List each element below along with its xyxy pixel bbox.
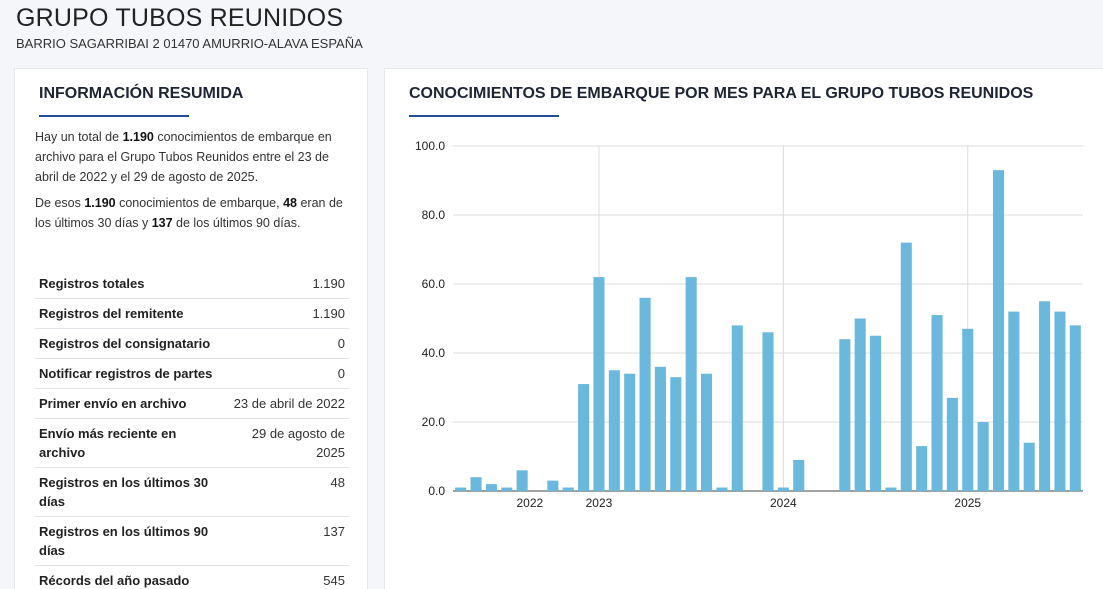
bar	[977, 422, 989, 491]
bar	[670, 377, 682, 491]
chart-title-underline	[409, 115, 559, 117]
x-tick-label: 2025	[954, 496, 981, 510]
summary-row-label: Envío más reciente en archivo	[35, 418, 225, 468]
bar	[839, 339, 851, 491]
chart-title: CONOCIMIENTOS DE EMBARQUE POR MES PARA E…	[409, 85, 1034, 102]
p2-text-a: De esos	[35, 196, 85, 210]
summary-row: Envío más reciente en archivo 29 de agost…	[35, 418, 349, 468]
p2-text-d: de los últimos 90 días.	[172, 216, 301, 230]
y-tick-label: 20.0	[422, 415, 446, 429]
y-tick-label: 100.0	[415, 139, 445, 153]
chart-card: CONOCIMIENTOS DE EMBARQUE POR MES PARA E…	[384, 68, 1103, 589]
bar	[470, 477, 482, 491]
summary-row-value: 0	[225, 328, 349, 359]
bar	[516, 470, 528, 491]
summary-row: Registros en los últimos 30 días 48	[35, 467, 349, 517]
bar	[992, 170, 1005, 491]
summary-row-value: 29 de agosto de 2025	[225, 418, 349, 468]
summary-title: INFORMACIÓN RESUMIDA	[39, 85, 244, 102]
bar	[485, 484, 497, 491]
bar	[1039, 301, 1051, 491]
summary-row-label: Registros totales	[35, 269, 225, 299]
bar	[455, 487, 467, 491]
summary-row: Notificar registros de partes 0	[35, 358, 349, 389]
x-tick-label: 2022	[516, 496, 543, 510]
summary-row-value: 137	[225, 516, 349, 566]
y-tick-label: 80.0	[422, 208, 446, 222]
p2-last-30: 48	[283, 196, 297, 210]
summary-paragraph-1: Hay un total de 1.190 conocimientos de e…	[35, 127, 355, 187]
summary-row-label: Primer envío en archivo	[35, 388, 225, 419]
summary-title-underline	[39, 115, 189, 117]
bar	[931, 315, 943, 491]
summary-row: Registros del remitente 1.190	[35, 298, 349, 329]
bar	[793, 459, 805, 491]
x-tick-label: 2024	[770, 496, 797, 510]
bar	[916, 446, 928, 491]
bar	[547, 480, 559, 491]
bar	[762, 332, 774, 491]
summary-paragraph-2: De esos 1.190 conocimientos de embarque,…	[35, 193, 355, 233]
summary-row: Registros en los últimos 90 días 137	[35, 516, 349, 566]
bar	[562, 487, 574, 491]
bar	[501, 487, 513, 491]
bar	[685, 277, 697, 491]
p1-total: 1.190	[122, 130, 154, 144]
summary-row-value: 1.190	[225, 298, 349, 329]
p2-total: 1.190	[84, 196, 116, 210]
summary-card: INFORMACIÓN RESUMIDA Hay un total de 1.1…	[14, 68, 368, 589]
bar	[777, 487, 789, 491]
bar	[1008, 311, 1020, 491]
summary-row-value: 48	[225, 467, 349, 517]
summary-row-label: Notificar registros de partes	[35, 358, 225, 389]
summary-table: Registros totales 1.190 Registros del remi…	[35, 269, 349, 589]
bar-chart: 0.0 20.0 40.0 60.0 80.0 100.0 2022 2023 2024 2025	[415, 139, 1083, 510]
bar	[624, 373, 636, 491]
y-tick-label: 60.0	[422, 277, 446, 291]
y-tick-label: 40.0	[422, 346, 446, 360]
p1-text-a: Hay un total de	[35, 130, 123, 144]
summary-row-label: Registros en los últimos 90 días	[35, 516, 225, 566]
bar	[1054, 311, 1066, 491]
bar	[854, 318, 866, 491]
summary-row: Registros totales 1.190	[35, 269, 349, 299]
summary-row: Primer envío en archivo 23 de abril de 20…	[35, 388, 349, 419]
p2-last-90: 137	[151, 216, 173, 230]
bar	[1069, 325, 1081, 491]
bar	[608, 370, 620, 491]
p2-text-b: conocimientos de embarque,	[115, 196, 284, 210]
bar	[639, 297, 651, 491]
bar	[885, 487, 897, 491]
bar	[1023, 442, 1035, 491]
summary-row-value: 0	[225, 358, 349, 389]
summary-row: Récords del año pasado 545	[35, 565, 349, 589]
summary-row-value: 1.190	[225, 269, 349, 299]
y-tick-label: 0.0	[428, 484, 445, 498]
p2-text-c: eran de los últimos 30 días y	[35, 196, 343, 230]
x-tick-label: 2023	[586, 496, 613, 510]
summary-row-value: 23 de abril de 2022	[225, 388, 349, 419]
summary-row-label: Récords del año pasado	[35, 565, 225, 589]
bar	[701, 373, 713, 491]
summary-row-label: Registros del remitente	[35, 298, 225, 329]
company-address: BARRIO SAGARRIBAI 2 01470 AMURRIO-ALAVA …	[16, 36, 363, 51]
bar	[900, 242, 912, 491]
bar	[731, 325, 743, 491]
summary-row: Registros del consignatario 0	[35, 328, 349, 359]
company-title: GRUPO TUBOS REUNIDOS	[16, 4, 344, 32]
bar	[946, 397, 958, 491]
bar	[593, 277, 605, 491]
bar	[716, 487, 728, 491]
bar	[654, 366, 666, 491]
bar	[870, 335, 882, 491]
summary-row-value: 545	[225, 565, 349, 589]
summary-row-label: Registros en los últimos 30 días	[35, 467, 225, 517]
bar	[578, 384, 590, 491]
p1-text-b: conocimientos de embarque en archivo par…	[35, 130, 332, 184]
bar	[962, 328, 974, 491]
summary-row-label: Registros del consignatario	[35, 328, 225, 359]
